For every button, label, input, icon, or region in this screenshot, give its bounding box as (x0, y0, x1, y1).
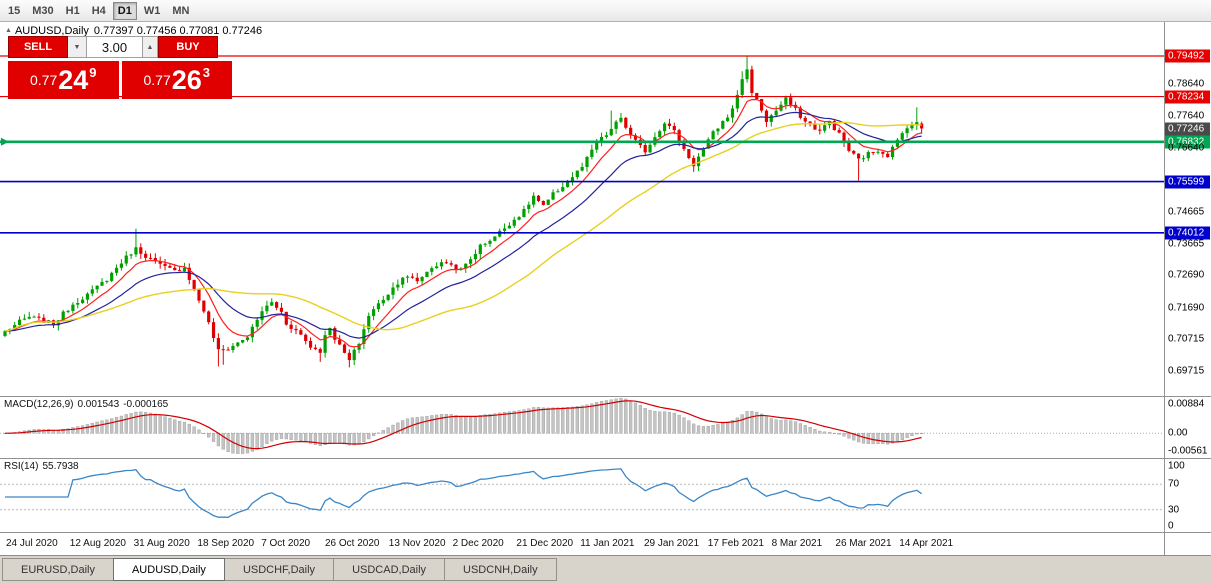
mid-ma-line (4, 111, 922, 339)
macd-signal-line (5, 400, 922, 450)
rsi-axis-label: 100 (1168, 460, 1185, 472)
trade-prices-row: 0.77 24 9 0.77 26 3 (8, 61, 232, 99)
chart-symbol-label: AUDUSD,Daily (14, 25, 89, 37)
rsi-pane[interactable]: RSI(14) 55.7938 (0, 458, 1164, 532)
timeframe-h4[interactable]: H4 (87, 2, 111, 20)
macd-label: MACD(12,26,9) 0.001543 -0.000165 (4, 399, 172, 410)
chart-tab-bar: EURUSD,Daily AUDUSD,Daily USDCHF,Daily USDC… (0, 555, 1211, 583)
price-label: 0.73665 (1168, 238, 1205, 250)
time-label: 26 Oct 2020 (325, 538, 380, 549)
fast-ma-line (4, 98, 922, 348)
chart-title: ▲ AUDUSD,Daily 0.77397 0.77456 0.77081 0.7… (5, 25, 262, 37)
slow-ma-line (4, 121, 922, 332)
tab-usdcad-daily[interactable]: USDCAD,Daily (333, 558, 446, 581)
tab-usdchf-daily[interactable]: USDCHF,Daily (223, 558, 335, 581)
sell-button[interactable]: SELL (8, 36, 68, 58)
timeframe-h1[interactable]: H1 (61, 2, 85, 20)
price-label: 0.70715 (1168, 333, 1205, 345)
timeframe-w1[interactable]: W1 (139, 2, 166, 20)
rsi-axis: 100 70 30 0 (1164, 458, 1211, 532)
macd-axis-label: 0.00884 (1168, 398, 1205, 410)
time-label: 18 Sep 2020 (197, 538, 255, 549)
volume-input[interactable] (87, 36, 143, 58)
macd-axis-label: 0.00 (1168, 427, 1188, 439)
rsi-label: RSI(14) 55.7938 (4, 461, 83, 472)
timeframe-15[interactable]: 15 (3, 2, 25, 20)
price-label: 0.69715 (1168, 365, 1205, 377)
rsi-name: RSI(14) (4, 461, 39, 472)
ohlc-values: 0.77397 0.77456 0.77081 0.77246 (93, 25, 263, 37)
time-label: 29 Jan 2021 (644, 538, 700, 549)
time-label: 31 Aug 2020 (133, 538, 190, 549)
price-badge: 0.74012 (1165, 226, 1210, 240)
rsi-chart (0, 468, 1164, 518)
time-label: 13 Nov 2020 (388, 538, 446, 549)
timeframe-mn[interactable]: MN (167, 2, 194, 20)
time-label: 12 Aug 2020 (69, 538, 126, 549)
price-badge: 0.76832 (1165, 135, 1210, 149)
price-label: 0.78640 (1168, 78, 1205, 89)
volume-dropdown-icon[interactable]: ▼ (68, 36, 87, 58)
candles-layer (3, 56, 924, 368)
chart-window: ▲ AUDUSD,Daily 0.77397 0.77456 0.77081 0.7… (0, 22, 1211, 555)
rsi-value: 55.7938 (42, 461, 79, 472)
buy-price-button[interactable]: 0.77 26 3 (121, 61, 232, 99)
time-label: 11 Jan 2021 (580, 538, 635, 549)
macd-value-signal: -0.000165 (123, 399, 169, 410)
time-axis[interactable]: 24 Jul 2020 12 Aug 2020 31 Aug 2020 18 Sep … (0, 532, 1164, 555)
rsi-axis-label: 0 (1168, 520, 1174, 532)
time-label: 17 Feb 2021 (707, 538, 764, 549)
rsi-axis-label: 30 (1168, 504, 1180, 516)
price-badge: 0.75599 (1165, 175, 1210, 189)
buy-price-pip: 3 (202, 64, 211, 80)
price-badge: 0.78234 (1165, 90, 1210, 104)
price-label: 0.77640 (1168, 110, 1205, 122)
one-click-trading-panel: SELL ▼ ▲ BUY 0.77 24 9 0.77 26 3 (8, 36, 232, 99)
buy-button[interactable]: BUY (158, 36, 218, 58)
price-label: 0.74665 (1168, 206, 1205, 218)
price-label: 0.72690 (1168, 269, 1205, 281)
candlestick-chart (0, 55, 1164, 368)
trade-controls-row: SELL ▼ ▲ BUY (8, 36, 232, 58)
macd-axis-label: -0.00561 (1168, 445, 1208, 457)
sell-price-big: 24 (58, 64, 89, 95)
time-label: 2 Dec 2020 (452, 538, 504, 549)
sell-price-button[interactable]: 0.77 24 9 (8, 61, 119, 99)
time-label: 26 Mar 2021 (835, 538, 892, 549)
sell-price-prefix: 0.77 (29, 72, 58, 88)
macd-pane[interactable]: MACD(12,26,9) 0.001543 -0.000165 (0, 396, 1164, 458)
volume-stepper-icon[interactable]: ▲ (143, 36, 158, 58)
macd-value-main: 0.001543 (77, 399, 120, 410)
tab-eurusd-daily[interactable]: EURUSD,Daily (2, 558, 114, 581)
time-axis-corner (1164, 532, 1211, 555)
level-arrow-icon (1, 137, 9, 146)
price-axis: 0.79492 0.78640 0.78234 0.77640 0.77246 0.768… (1164, 22, 1211, 396)
price-chart-pane[interactable]: ▲ AUDUSD,Daily 0.77397 0.77456 0.77081 0.7… (0, 22, 1164, 396)
chart-symbol-icon: ▲ (5, 27, 12, 34)
price-badge: 0.77246 (1165, 122, 1210, 135)
price-label: 0.71690 (1168, 302, 1205, 314)
time-label: 7 Oct 2020 (261, 538, 311, 549)
time-label: 8 Mar 2021 (771, 538, 823, 549)
tab-audusd-daily[interactable]: AUDUSD,Daily (112, 558, 225, 581)
rsi-line (5, 468, 922, 518)
price-label: 0.76640 (1168, 142, 1205, 154)
macd-axis: 0.00884 0.00 -0.00561 (1164, 396, 1211, 458)
buy-price-big: 26 (171, 64, 202, 95)
time-label: 14 Apr 2021 (899, 538, 954, 549)
price-badge: 0.79492 (1165, 49, 1210, 63)
time-label: 24 Jul 2020 (6, 538, 58, 549)
time-label: 21 Dec 2020 (516, 538, 574, 549)
tab-usdcnh-daily[interactable]: USDCNH,Daily (444, 558, 557, 581)
buy-price-prefix: 0.77 (143, 72, 171, 88)
macd-chart (0, 397, 1164, 454)
macd-name: MACD(12,26,9) (4, 399, 74, 410)
timeframe-toolbar: 15 M30 H1 H4 D1 W1 MN (0, 0, 1211, 22)
timeframe-m30[interactable]: M30 (27, 2, 58, 20)
rsi-axis-label: 70 (1168, 478, 1180, 490)
sell-price-pip: 9 (89, 64, 97, 80)
timeframe-d1[interactable]: D1 (112, 1, 137, 20)
